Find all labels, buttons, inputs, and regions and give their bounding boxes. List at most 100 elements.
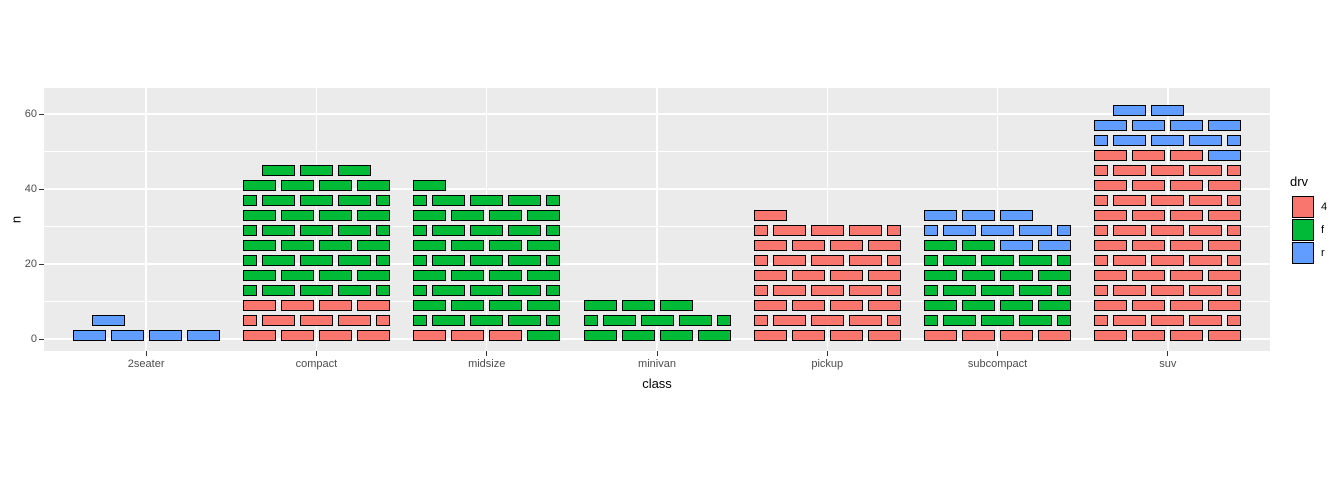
brick <box>659 300 693 311</box>
brick <box>753 330 787 341</box>
x-axis-tick <box>486 351 488 356</box>
legend-key-4 <box>1292 196 1314 218</box>
brick <box>546 195 561 206</box>
brick <box>829 300 863 311</box>
brick <box>261 315 295 326</box>
legend-label-f: f <box>1321 224 1325 236</box>
brick <box>1057 315 1072 326</box>
x-axis-tick <box>997 351 999 356</box>
brick <box>602 315 636 326</box>
x-axis-tick <box>315 351 317 356</box>
brick <box>1132 150 1166 161</box>
brick <box>1227 195 1242 206</box>
brick <box>356 180 390 191</box>
brick <box>772 225 806 236</box>
brick <box>1094 180 1128 191</box>
brick <box>1094 165 1109 176</box>
brick <box>886 285 901 296</box>
brick <box>848 285 882 296</box>
brick <box>962 330 996 341</box>
brick <box>867 300 901 311</box>
brick <box>621 300 655 311</box>
brick <box>261 225 295 236</box>
brick <box>1151 285 1185 296</box>
brick <box>848 225 882 236</box>
brick <box>1057 255 1072 266</box>
brick <box>508 285 542 296</box>
brick <box>508 315 542 326</box>
brick <box>924 330 958 341</box>
gridline-x-midsize <box>485 88 488 351</box>
brick <box>280 240 314 251</box>
brick <box>716 315 731 326</box>
brick <box>1170 120 1204 131</box>
brick <box>432 255 466 266</box>
brick <box>1208 270 1242 281</box>
brick <box>583 315 598 326</box>
brick <box>867 240 901 251</box>
brick <box>546 315 561 326</box>
brick <box>470 225 504 236</box>
legend-label-4: 4 <box>1321 201 1328 213</box>
brick <box>1094 300 1128 311</box>
brick <box>413 285 428 296</box>
brick <box>318 240 352 251</box>
brick <box>867 330 901 341</box>
y-axis-tick-label: 20 <box>24 258 37 270</box>
brick <box>527 330 561 341</box>
brick <box>261 285 295 296</box>
brick <box>413 255 428 266</box>
brick <box>753 270 787 281</box>
brick <box>1227 135 1242 146</box>
brick <box>1113 165 1147 176</box>
brick <box>1189 225 1223 236</box>
brick <box>1094 120 1128 131</box>
brick <box>1132 180 1166 191</box>
brick <box>527 240 561 251</box>
brick <box>1170 180 1204 191</box>
gridline-x-2seater <box>145 88 147 351</box>
brick <box>1019 315 1053 326</box>
brick <box>1000 270 1034 281</box>
brick <box>583 300 617 311</box>
brick <box>527 270 561 281</box>
brick <box>242 180 276 191</box>
brick <box>1170 240 1204 251</box>
x-axis-tick-label: subcompact <box>967 358 1028 370</box>
brick <box>962 210 996 221</box>
brick <box>1094 135 1109 146</box>
brick <box>1151 135 1185 146</box>
brick <box>318 270 352 281</box>
brick <box>148 330 182 341</box>
brick <box>621 330 655 341</box>
brick <box>299 225 333 236</box>
x-axis-tick-label: midsize <box>468 358 506 370</box>
y-axis-tick <box>39 263 44 265</box>
brick <box>981 285 1015 296</box>
y-axis-tick <box>39 113 44 115</box>
brick <box>489 210 523 221</box>
gridline-x-pickup <box>826 88 829 351</box>
brick <box>753 255 768 266</box>
x-axis-tick-label: suv <box>1159 358 1177 370</box>
brick <box>810 225 844 236</box>
brick <box>489 270 523 281</box>
brick <box>943 285 977 296</box>
brick <box>546 255 561 266</box>
brick <box>1038 300 1072 311</box>
brick <box>242 285 257 296</box>
brick <box>508 195 542 206</box>
brick <box>261 195 295 206</box>
brick <box>242 315 257 326</box>
brick <box>242 195 257 206</box>
brick <box>1208 300 1242 311</box>
brick <box>1113 285 1147 296</box>
brick <box>697 330 731 341</box>
brick <box>943 315 977 326</box>
brick <box>1227 225 1242 236</box>
brick <box>1151 255 1185 266</box>
brick <box>924 210 958 221</box>
brick <box>432 315 466 326</box>
brick <box>1151 195 1185 206</box>
brick <box>375 255 390 266</box>
